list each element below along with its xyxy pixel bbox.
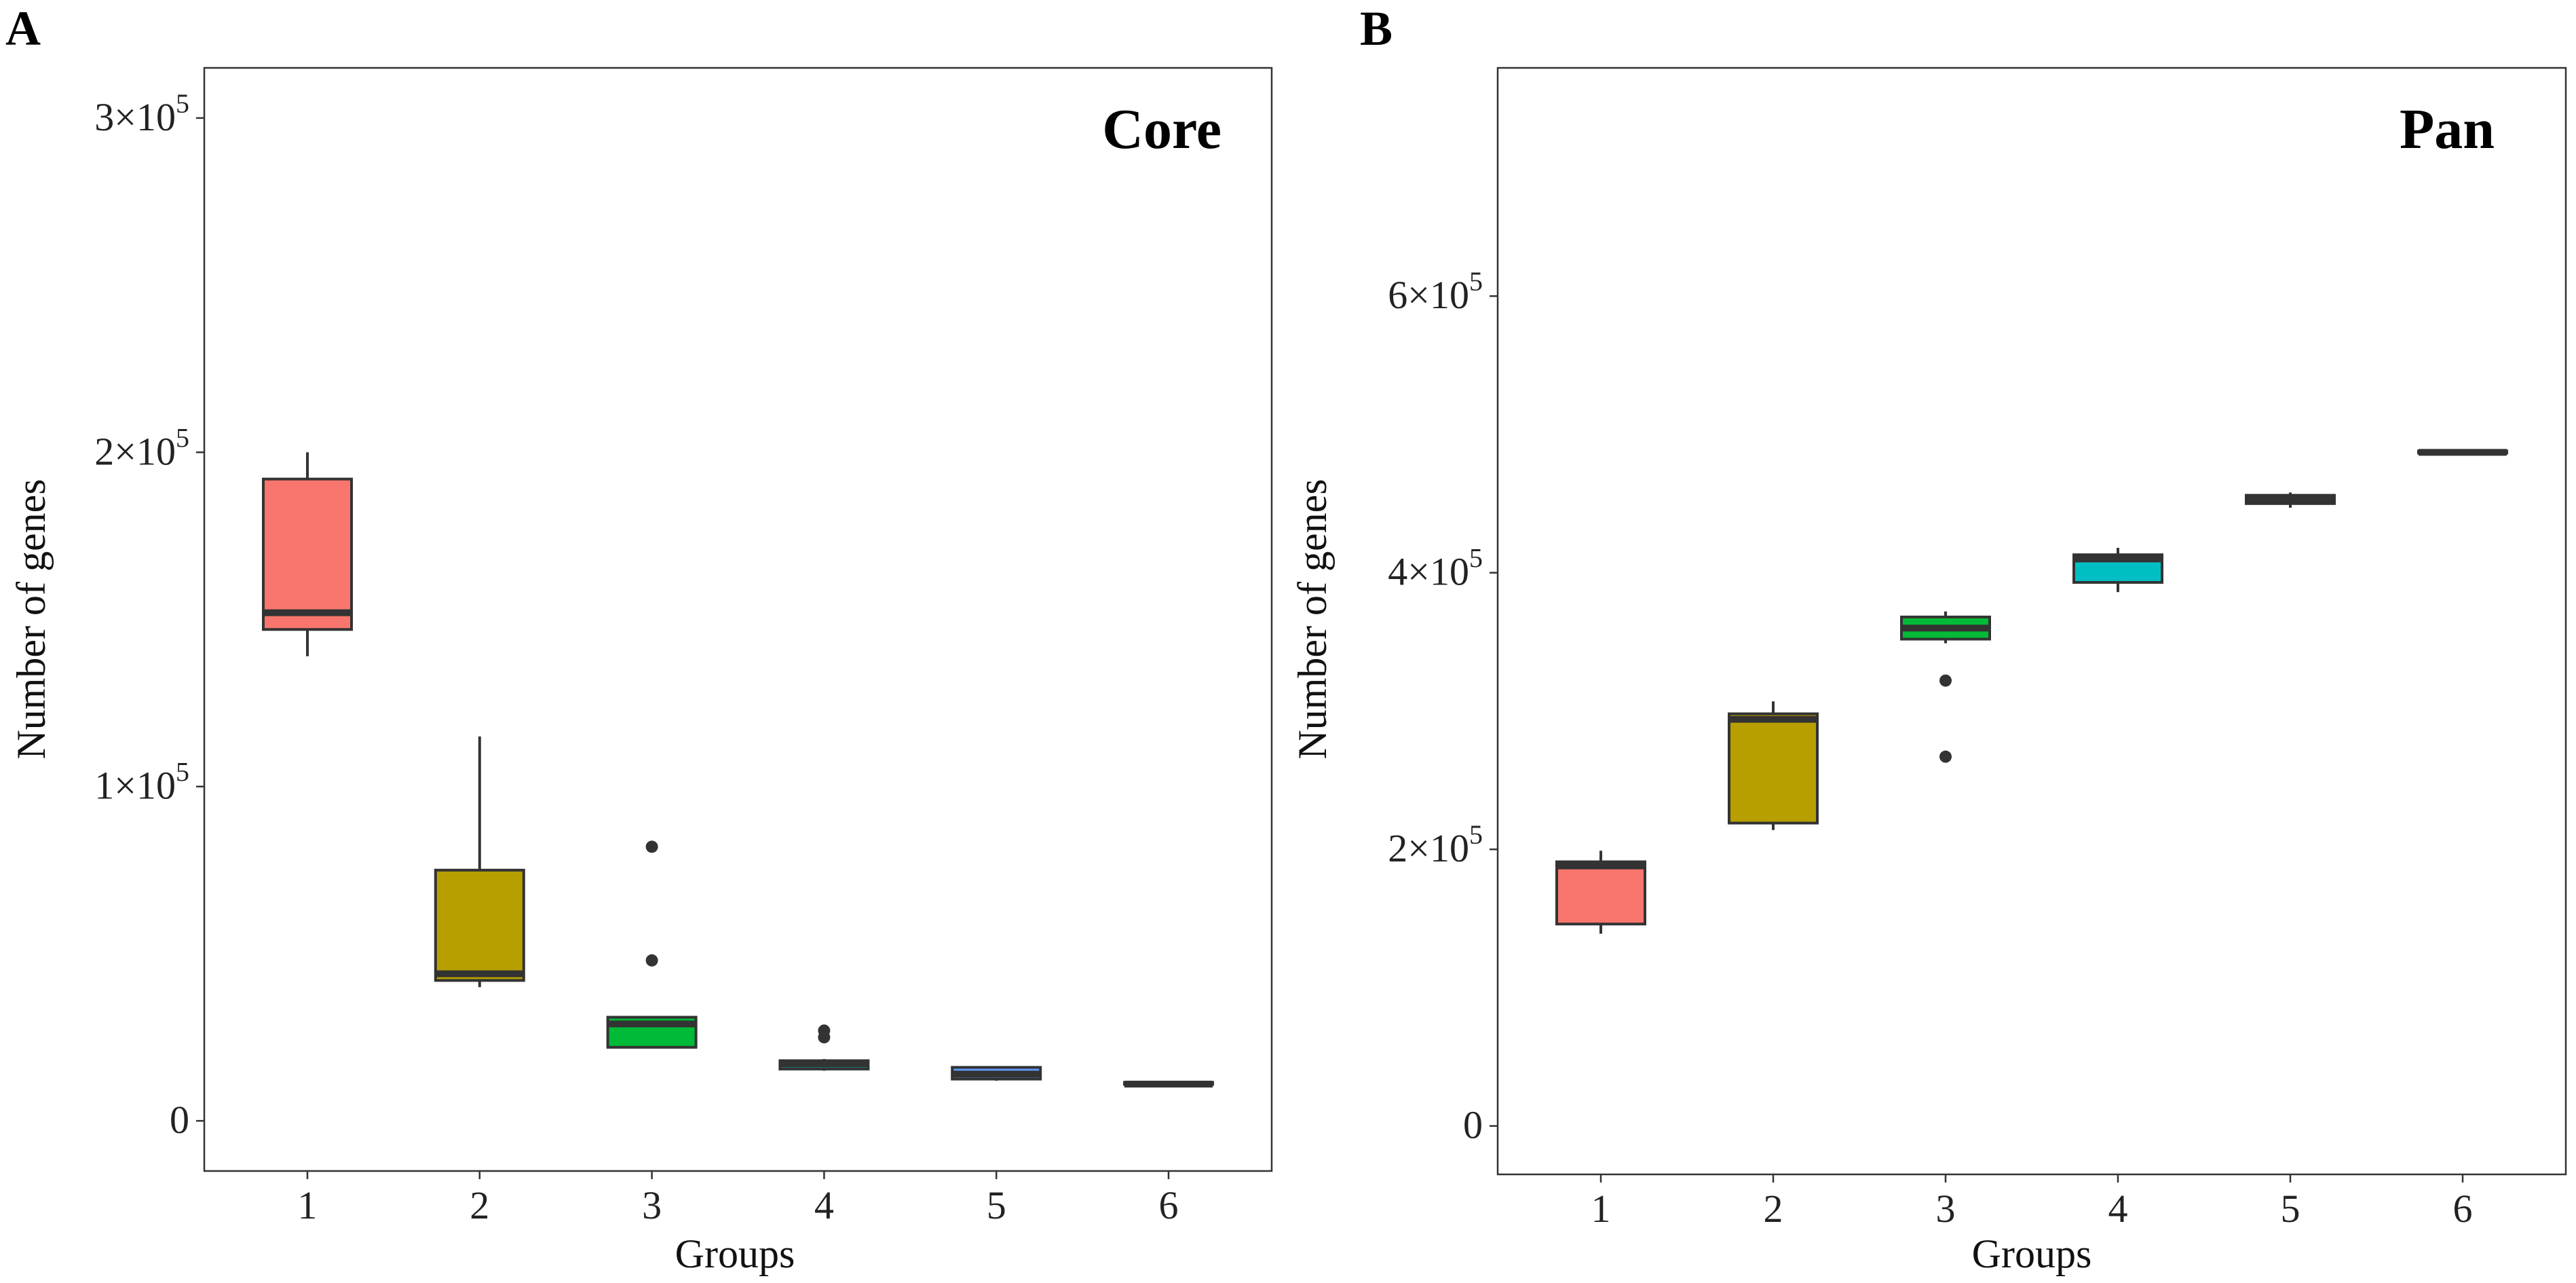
panel-b-title: Pan xyxy=(2400,98,2495,161)
panel-a-box-group-5 xyxy=(951,1066,1042,1081)
outlier-point xyxy=(1939,674,1952,687)
panel-a-x-ticks: 1 2 3 4 5 6 xyxy=(298,1171,1179,1227)
outlier-point xyxy=(818,1031,831,1044)
panel-a-x-tick-label: 4 xyxy=(814,1183,834,1227)
panel-b-x-tick-label: 3 xyxy=(1936,1187,1956,1231)
panel-a-x-tick-label: 3 xyxy=(642,1183,662,1227)
panel-a-box-group-4 xyxy=(778,1024,870,1071)
panel-b-x-tick-label: 2 xyxy=(1764,1187,1783,1231)
panel-b-y-tick-label: 2×105 xyxy=(1388,819,1483,870)
panel-a-y-ticks: 0 1×105 2×105 3×105 xyxy=(94,88,204,1142)
panel-a-box-group-2 xyxy=(434,736,525,988)
panel-b-letter: B xyxy=(1360,1,1393,56)
panel-b: B Pan Groups Number of genes 0 2×105 4×105… xyxy=(1290,1,2567,1276)
panel-a-boxes xyxy=(262,452,1214,1087)
panel-a: A Core Groups Number of genes 0 1×105 2×10… xyxy=(5,1,1273,1276)
panel-b-box-group-4 xyxy=(2072,548,2163,593)
box xyxy=(1555,860,1646,926)
panel-b-box-group-1 xyxy=(1555,851,1646,934)
panel-b-box-group-5 xyxy=(2245,492,2336,508)
outlier-point xyxy=(1939,750,1952,763)
panel-b-boxes xyxy=(1555,449,2508,934)
panel-b-x-tick-label: 1 xyxy=(1591,1187,1611,1231)
panel-b-box-group-3 xyxy=(1900,611,1991,763)
panel-a-letter: A xyxy=(5,1,41,56)
panel-a-title: Core xyxy=(1102,98,1221,161)
panel-a-box-group-3 xyxy=(606,840,698,1049)
panel-a-y-tick-label: 2×105 xyxy=(94,422,189,473)
panel-a-plot-frame xyxy=(203,67,1273,1172)
panel-b-y-axis-title: Number of genes xyxy=(1290,479,1335,759)
box xyxy=(262,477,353,631)
panel-a-x-tick-label: 6 xyxy=(1159,1183,1179,1227)
panel-b-x-tick-label: 6 xyxy=(2453,1187,2473,1231)
panel-b-y-tick-label: 0 xyxy=(1463,1103,1483,1147)
box xyxy=(434,868,525,982)
panel-a-x-tick-label: 2 xyxy=(470,1183,489,1227)
outlier-point xyxy=(645,954,658,967)
panel-b-x-tick-label: 4 xyxy=(2108,1187,2128,1231)
panel-b-x-axis-title: Groups xyxy=(1972,1231,2092,1276)
panel-b-x-ticks: 1 2 3 4 5 6 xyxy=(1591,1174,2473,1231)
panel-a-box-group-6 xyxy=(1123,1080,1214,1087)
panel-a-y-tick-label: 0 xyxy=(170,1098,189,1142)
panel-b-y-tick-label: 4×105 xyxy=(1388,543,1483,594)
box xyxy=(1728,712,1819,825)
panel-a-y-tick-label: 3×105 xyxy=(94,88,189,139)
panel-a-x-tick-label: 5 xyxy=(987,1183,1006,1227)
panel-b-y-ticks: 0 2×105 4×105 6×105 xyxy=(1388,266,1498,1147)
panel-b-y-tick-label: 6×105 xyxy=(1388,266,1483,317)
panel-a-x-axis-title: Groups xyxy=(675,1231,795,1276)
panel-a-y-axis-title: Number of genes xyxy=(9,479,54,759)
panel-b-x-tick-label: 5 xyxy=(2281,1187,2300,1231)
panel-a-x-tick-label: 1 xyxy=(298,1183,318,1227)
panel-b-plot-frame xyxy=(1496,67,2567,1176)
panel-b-box-group-2 xyxy=(1728,701,1819,830)
outlier-point xyxy=(645,840,658,853)
panel-b-box-group-6 xyxy=(2417,449,2508,456)
panel-a-y-tick-label: 1×105 xyxy=(94,757,189,808)
panel-a-box-group-1 xyxy=(262,452,353,656)
